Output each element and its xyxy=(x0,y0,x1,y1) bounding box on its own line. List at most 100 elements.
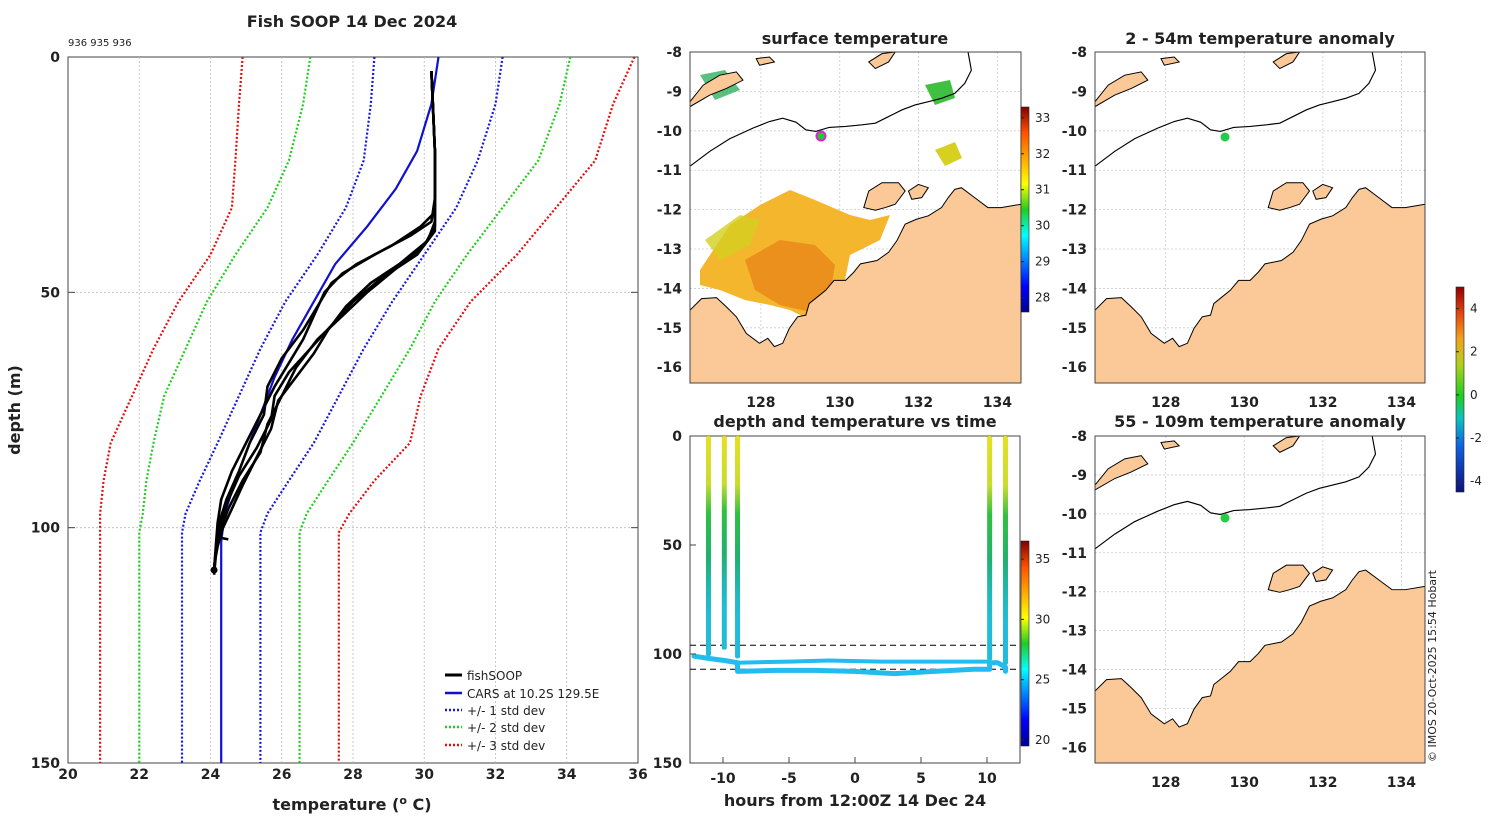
anomaly2-frame xyxy=(1094,435,1426,764)
y-tick-label: 50 xyxy=(41,285,61,301)
time-x-tick-label: 0 xyxy=(850,771,860,787)
x-tick-label: 30 xyxy=(415,767,435,783)
anomaly1-title: 2 - 54m temperature anomaly xyxy=(1125,29,1395,48)
colorbar-tick-label: 31 xyxy=(1035,183,1050,197)
anomaly-map-shallow: 2 - 54m temperature anomaly 128 130 132 134… xyxy=(1062,29,1426,411)
x-tick-label: 24 xyxy=(201,767,221,783)
anomaly-colorbar xyxy=(1455,286,1465,493)
time-y-tick-label: 0 xyxy=(672,429,682,445)
anomaly2-station-marker xyxy=(1220,513,1230,523)
colorbar-tick-label: 2 xyxy=(1470,345,1478,359)
map-y-tick-label: -9 xyxy=(666,84,682,100)
map-y-tick-label: -11 xyxy=(657,163,682,179)
map-y-tick-label: -10 xyxy=(1062,124,1088,140)
map-y-tick-label: -10 xyxy=(657,124,683,140)
fishsoop-profile-line xyxy=(212,71,437,571)
map-x-tick-label: 134 xyxy=(1387,395,1416,411)
map-x-tick-label: 130 xyxy=(1230,395,1259,411)
map-y-tick-label: -15 xyxy=(1062,321,1087,337)
map-y-tick-label: -13 xyxy=(1062,242,1087,258)
map-x-tick-label: 130 xyxy=(1230,775,1259,791)
map-y-tick-label: -16 xyxy=(1062,740,1087,756)
map-x-tick-label: 132 xyxy=(1308,775,1337,791)
map-y-tick-label: -15 xyxy=(657,321,682,337)
profile-title: Fish SOOP 14 Dec 2024 xyxy=(247,12,457,31)
time-x-tick-label: 10 xyxy=(977,771,997,787)
profile-subtitle: 936 935 936 xyxy=(68,38,132,49)
map-y-tick-label: -8 xyxy=(1071,429,1087,445)
profile-chart: 20 22 24 26 28 30 32 34 36 0 50 100 150 Fish SOOP 14… xyxy=(5,12,648,814)
legend-item-cars: CARS at 10.2S 129.5E xyxy=(467,687,599,701)
y-tick-label: 0 xyxy=(50,50,60,66)
legend-item-fishsoop: fishSOOP xyxy=(467,669,522,683)
y-tick-label: 100 xyxy=(31,521,60,537)
time-x-tick-label: 5 xyxy=(916,771,926,787)
colorbar-tick-label: 28 xyxy=(1035,291,1050,305)
x-tick-label: 36 xyxy=(628,767,647,783)
colorbar-tick-label: 30 xyxy=(1035,612,1050,626)
anomaly-colorbar-ticks: 4 2 0 -2 -4 xyxy=(1456,302,1482,488)
cast-temperature-bar xyxy=(987,436,993,661)
colorbar-tick-label: -4 xyxy=(1470,474,1482,488)
time-x-tick-label: -10 xyxy=(710,771,736,787)
legend-item-sd3: +/- 3 std dev xyxy=(467,739,545,753)
anomaly1-frame xyxy=(1094,51,1426,384)
map-y-tick-label: -11 xyxy=(1062,546,1087,562)
profile-ylabel: depth (m) xyxy=(5,365,24,455)
sst-colorbar-ticks: 28 29 30 31 32 33 xyxy=(1021,111,1050,305)
map-y-tick-label: -8 xyxy=(1071,45,1087,61)
fishsoop-profile-line xyxy=(212,71,437,571)
time-x-tick-label: -5 xyxy=(781,771,797,787)
legend-item-sd1: +/- 1 std dev xyxy=(467,704,545,718)
time-colorbar-ticks: 20 25 30 35 xyxy=(1021,552,1050,747)
map-y-tick-label: -9 xyxy=(1071,84,1087,100)
map-y-tick-label: -16 xyxy=(657,360,682,376)
colorbar-tick-label: 29 xyxy=(1035,255,1050,269)
colorbar-tick-label: 30 xyxy=(1035,219,1050,233)
map-y-tick-label: -14 xyxy=(657,281,683,297)
x-tick-label: 20 xyxy=(58,767,78,783)
colorbar-tick-label: 20 xyxy=(1035,733,1050,747)
sst-title: surface temperature xyxy=(762,29,949,48)
map-y-tick-label: -12 xyxy=(1062,585,1087,601)
anomaly2-ticks: 128 130 132 134 -8 -9 -10 -11 -12 -13 -14 -15 -16 xyxy=(1062,429,1417,791)
map-y-tick-label: -14 xyxy=(1062,663,1088,679)
x-tick-label: 28 xyxy=(343,767,362,783)
map-y-tick-label: -11 xyxy=(1062,163,1087,179)
time-y-tick-label: 150 xyxy=(653,756,682,772)
sst-ticks: 128 130 132 134 -8 -9 -10 -11 -12 -13 -14 -15 -16 xyxy=(657,45,1013,411)
std-dev-line xyxy=(298,56,572,763)
credit-text: © IMOS 20-Oct-2025 15:54 Hobart xyxy=(1426,569,1439,762)
profile-xlabel: temperature (o C) xyxy=(272,794,431,814)
map-x-tick-label: 134 xyxy=(1387,775,1416,791)
anomaly-map-deep: 55 - 109m temperature anomaly 128 130 132 1… xyxy=(1062,412,1426,791)
sst-patch-yellow xyxy=(705,215,760,260)
cast-temperature-bar xyxy=(705,436,711,657)
map-x-tick-label: 128 xyxy=(746,395,775,411)
legend: fishSOOP CARS at 10.2S 129.5E +/- 1 std … xyxy=(445,669,599,753)
sst-patch-north xyxy=(925,80,955,105)
anomaly1-ticks: 128 130 132 134 -8 -9 -10 -11 -12 -13 -14 -15 -16 xyxy=(1062,45,1417,411)
time-y-tick-label: 50 xyxy=(663,538,683,554)
depth-time-chart: depth and temperature vs time -10 -5 0 5 100… xyxy=(653,412,1051,810)
time-y-tick-label: 100 xyxy=(653,647,682,663)
map-y-tick-label: -15 xyxy=(1062,702,1087,718)
profile-series xyxy=(98,56,636,763)
time-xlabel: hours from 12:00Z 14 Dec 24 xyxy=(724,791,986,810)
x-tick-label: 26 xyxy=(272,767,291,783)
time-plot-area xyxy=(689,435,1021,764)
colorbar-tick-label: 33 xyxy=(1035,111,1050,125)
map-y-tick-label: -12 xyxy=(657,203,682,219)
tow-depth-track xyxy=(737,658,990,665)
map-y-tick-label: -16 xyxy=(1062,360,1087,376)
map-y-tick-label: -14 xyxy=(1062,281,1088,297)
cast-temperature-bar xyxy=(1002,436,1008,665)
x-tick-label: 34 xyxy=(557,767,577,783)
std-dev-line xyxy=(138,56,312,763)
sst-patch-east xyxy=(935,142,962,166)
map-x-tick-label: 130 xyxy=(825,395,854,411)
time-colorbar xyxy=(1020,540,1030,747)
colorbar-tick-label: 32 xyxy=(1035,147,1050,161)
